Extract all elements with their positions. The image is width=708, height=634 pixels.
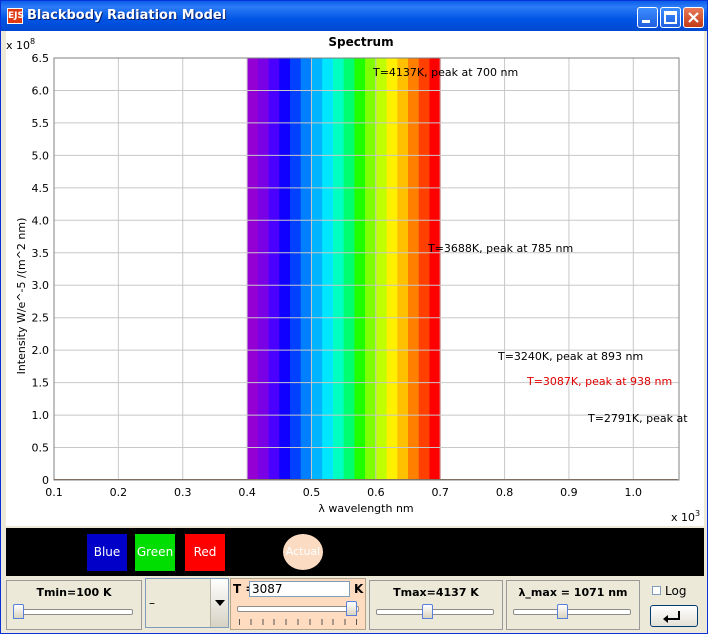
y-tick-label: 4.0 bbox=[32, 214, 50, 227]
y-tick-label: 4.5 bbox=[32, 182, 50, 195]
tmin-label: Tmin=100 K bbox=[36, 586, 112, 599]
y-tick-label: 5.5 bbox=[32, 117, 50, 130]
spectrum-band bbox=[300, 58, 313, 480]
y-tick-label: 2.5 bbox=[32, 312, 50, 325]
x-tick-label: 0.6 bbox=[367, 486, 385, 499]
x-tick-label: 1.0 bbox=[625, 486, 643, 499]
spectrum-band bbox=[418, 58, 431, 480]
y-multiplier: x 108 bbox=[6, 37, 35, 52]
log-label: Log bbox=[665, 584, 687, 598]
series-label: T=4137K, peak at 700 nm bbox=[372, 66, 518, 79]
filter-bar: Blue Green Red Actual bbox=[6, 528, 704, 576]
x-tick-label: 0.1 bbox=[45, 486, 63, 499]
x-tick-label: 0.9 bbox=[560, 486, 578, 499]
series-label: T=3240K, peak at 893 nm bbox=[497, 350, 643, 363]
lambda-max-slider-track[interactable] bbox=[513, 609, 631, 615]
tmin-slider-thumb[interactable] bbox=[13, 604, 24, 619]
dropdown-value: – bbox=[149, 596, 155, 610]
blue-filter-button[interactable]: Blue bbox=[87, 534, 127, 571]
spectrum-band bbox=[322, 58, 334, 480]
y-tick-label: 3.0 bbox=[32, 279, 50, 292]
reset-button[interactable] bbox=[650, 605, 698, 627]
spectrum-chart[interactable]: Spectrum x 108 x 103 Intensity W/e^-5 /(… bbox=[6, 31, 704, 526]
x-tick-label: 0.5 bbox=[303, 486, 321, 499]
tmax-panel: Tmax=4137 K bbox=[369, 580, 503, 630]
temperature-slider-track[interactable] bbox=[237, 606, 359, 612]
y-tick-label: 1.5 bbox=[32, 377, 50, 390]
y-axis-label: Intensity W/e^-5 /(m^2 nm) bbox=[15, 218, 28, 375]
temperature-panel: T = 3087 K bbox=[230, 578, 366, 630]
y-tick-label: 5.0 bbox=[32, 149, 50, 162]
lambda-max-slider-thumb[interactable] bbox=[557, 604, 569, 619]
close-icon bbox=[688, 12, 699, 23]
window-title: Blackbody Radiation Model bbox=[27, 8, 227, 23]
y-tick-label: 1.0 bbox=[32, 409, 50, 422]
spectrum-band bbox=[354, 58, 366, 480]
minimize-icon bbox=[642, 20, 650, 23]
series-label: T=3087K, peak at 938 nm bbox=[526, 375, 672, 388]
dropdown-arrow-icon[interactable] bbox=[210, 579, 228, 627]
spectrum-band bbox=[247, 58, 259, 480]
log-checkbox[interactable] bbox=[652, 586, 661, 595]
title-bar[interactable]: EJS Blackbody Radiation Model bbox=[1, 1, 707, 31]
y-tick-label: 0 bbox=[42, 474, 49, 487]
x-tick-label: 0.2 bbox=[110, 486, 128, 499]
chart-title: Spectrum bbox=[328, 35, 393, 49]
tmin-panel: Tmin=100 K bbox=[6, 580, 142, 630]
spectrum-band bbox=[365, 58, 377, 480]
y-tick-label: 2.0 bbox=[32, 344, 50, 357]
lambda-max-label: λ_max = 1071 nm bbox=[518, 586, 628, 599]
y-tick-label: 3.5 bbox=[32, 247, 50, 260]
y-tick-label: 6.0 bbox=[32, 84, 50, 97]
temperature-dropdown[interactable]: – bbox=[145, 578, 229, 628]
red-filter-button[interactable]: Red bbox=[185, 534, 225, 571]
x-multiplier: x 103 bbox=[671, 509, 700, 524]
spectrum-plot-panel[interactable]: Spectrum x 108 x 103 Intensity W/e^-5 /(… bbox=[6, 31, 704, 526]
spectrum-band bbox=[397, 58, 409, 480]
x-tick-label: 0.3 bbox=[174, 486, 192, 499]
x-tick-label: 0.8 bbox=[496, 486, 514, 499]
spectrum-band bbox=[408, 58, 420, 480]
undo-arrow-icon bbox=[663, 611, 680, 623]
series-label: T=3688K, peak at 785 nm bbox=[427, 242, 573, 255]
spectrum-band bbox=[268, 58, 280, 480]
actual-color-indicator: Actual bbox=[283, 534, 323, 570]
close-button[interactable] bbox=[683, 7, 704, 28]
spectrum-band bbox=[311, 58, 323, 480]
spectrum-band bbox=[332, 58, 345, 480]
green-filter-button[interactable]: Green bbox=[135, 534, 175, 571]
spectrum-band bbox=[429, 58, 441, 480]
spectrum-band bbox=[257, 58, 270, 480]
y-tick-label: 6.5 bbox=[32, 52, 50, 65]
x-tick-label: 0.4 bbox=[238, 486, 256, 499]
temperature-slider-ticks bbox=[239, 619, 357, 625]
maximize-icon bbox=[664, 11, 677, 24]
x-tick-label: 0.7 bbox=[431, 486, 449, 499]
temperature-input[interactable]: 3087 bbox=[249, 581, 350, 597]
temperature-unit: K bbox=[354, 582, 364, 596]
spectrum-band bbox=[279, 58, 291, 480]
tmax-slider-track[interactable] bbox=[376, 609, 494, 615]
spectrum-band bbox=[343, 58, 355, 480]
y-tick-label: 0.5 bbox=[32, 442, 50, 455]
series-label: T=2791K, peak at bbox=[587, 412, 688, 425]
tmin-slider-track[interactable] bbox=[13, 609, 133, 615]
spectrum-band bbox=[290, 58, 302, 480]
x-axis-label: λ wavelength nm bbox=[318, 502, 413, 515]
lambda-max-panel: λ_max = 1071 nm bbox=[506, 580, 640, 630]
app-icon: EJS bbox=[7, 8, 24, 24]
spectrum-band bbox=[386, 58, 398, 480]
minimize-button[interactable] bbox=[637, 7, 658, 28]
spectrum-band bbox=[375, 58, 388, 480]
maximize-button[interactable] bbox=[660, 7, 681, 28]
tmax-label: Tmax=4137 K bbox=[393, 586, 479, 599]
tmax-slider-thumb[interactable] bbox=[422, 604, 434, 619]
temperature-slider-thumb[interactable] bbox=[346, 601, 357, 616]
